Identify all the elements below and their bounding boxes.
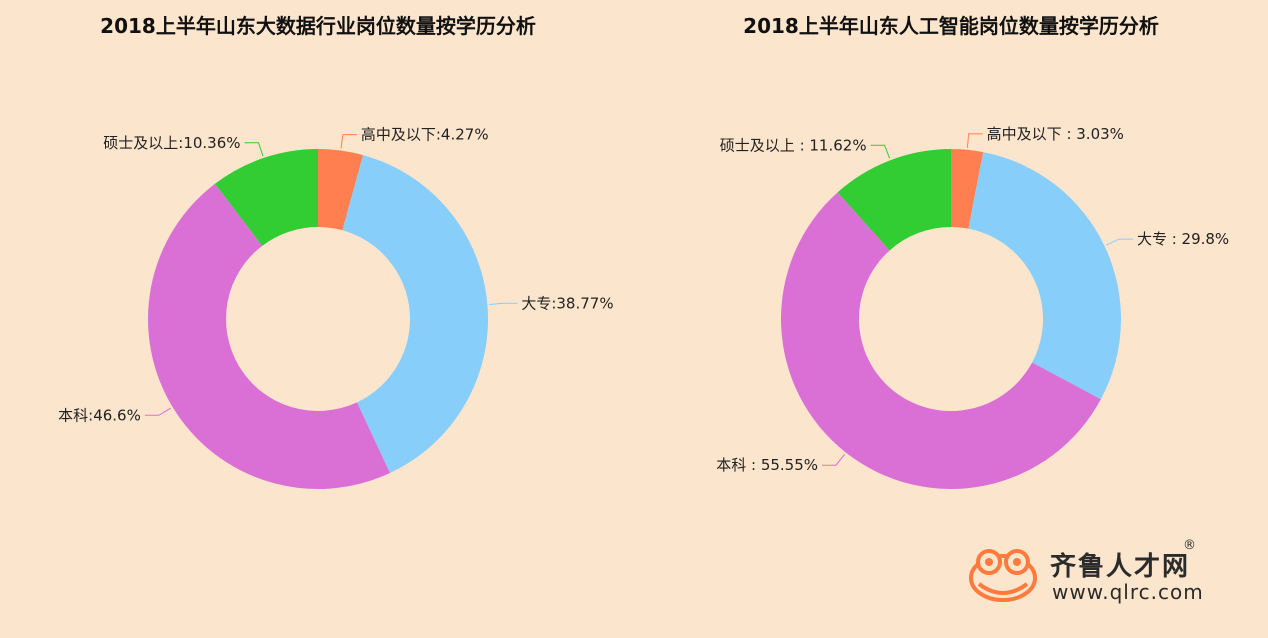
slice-label-高中及以下: 高中及以下:4.27%	[361, 126, 489, 144]
slice-label-本科: 本科:46.6%	[58, 406, 141, 424]
leader-line-大专	[489, 302, 518, 305]
frog-logo-icon	[969, 549, 1037, 602]
chart-title-bigdata: 2018上半年山东大数据行业岗位数量按学历分析	[100, 14, 536, 38]
leader-line-高中及以下	[966, 133, 983, 148]
registered-mark: ®	[1183, 538, 1196, 553]
slice-label-大专: 大专:38.77%	[521, 294, 613, 312]
slice-label-硕士及以上: 硕士及以上:10.36%	[103, 134, 240, 152]
leader-line-硕士及以上	[244, 142, 264, 157]
slice-本科	[147, 183, 390, 490]
brand-url: www.qlrc.com	[1052, 580, 1204, 604]
donut-chart-bigdata: 高中及以下:4.27% 大专:38.77% 本科:46.6% 硕士及以上:10.36%	[58, 126, 614, 490]
leader-line-高中及以下	[340, 134, 357, 149]
chart-title-ai: 2018上半年山东人工智能岗位数量按学历分析	[743, 14, 1159, 38]
slice-高中及以下	[318, 149, 364, 231]
brand-name: 齐鲁人才网	[1050, 552, 1191, 582]
slice-大专	[968, 152, 1121, 400]
slice-label-高中及以下: 高中及以下 : 3.03%	[987, 125, 1124, 143]
slice-本科	[781, 192, 1101, 489]
slice-label-硕士及以上: 硕士及以上 : 11.62%	[720, 136, 867, 154]
slice-硕士及以上	[214, 149, 318, 246]
slice-label-大专: 大专 : 29.8%	[1137, 230, 1229, 248]
slice-大专	[342, 155, 489, 474]
slice-label-本科: 本科 : 55.55%	[716, 456, 818, 474]
leader-line-本科	[144, 407, 172, 416]
slice-硕士及以上	[837, 149, 951, 251]
leader-line-本科	[822, 453, 846, 466]
leader-line-硕士及以上	[870, 144, 891, 159]
leader-line-大专	[1106, 238, 1133, 246]
slice-高中及以下	[951, 149, 984, 229]
